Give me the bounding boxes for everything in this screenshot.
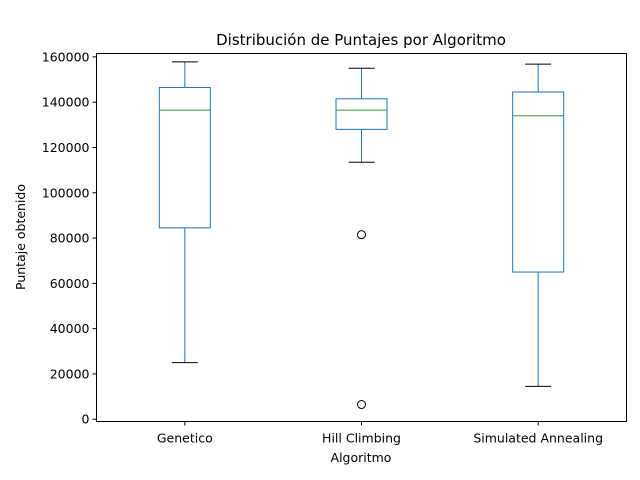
x-tick-label: Genetico	[157, 431, 213, 446]
y-tick-label: 160000	[42, 49, 90, 64]
y-tick-label: 100000	[42, 185, 90, 200]
x-tick-label: Hill Climbing	[322, 431, 401, 446]
y-tick-label: 80000	[50, 231, 90, 246]
x-axis-label: Algoritmo	[331, 450, 392, 465]
chart-title: Distribución de Puntajes por Algoritmo	[216, 31, 506, 49]
outlier-point	[357, 400, 366, 410]
plot-area: 0 20000 40000 60000 80000 100000 120000 140000 1…	[42, 49, 603, 445]
plot-frame	[96, 53, 627, 422]
y-tick-label: 60000	[50, 276, 90, 291]
y-tick-label: 40000	[50, 321, 90, 336]
y-tick-label: 120000	[42, 140, 90, 155]
box-iqr	[335, 98, 388, 130]
x-tick-label: Simulated Annealing	[473, 431, 603, 446]
outlier-point	[357, 230, 366, 240]
y-axis-label: Puntaje obtenido	[13, 184, 28, 290]
box-iqr	[158, 86, 211, 229]
box-iqr	[512, 91, 565, 273]
y-tick-label: 20000	[50, 366, 90, 381]
y-tick-label: 0	[82, 412, 90, 427]
y-tick-label: 140000	[42, 95, 90, 110]
